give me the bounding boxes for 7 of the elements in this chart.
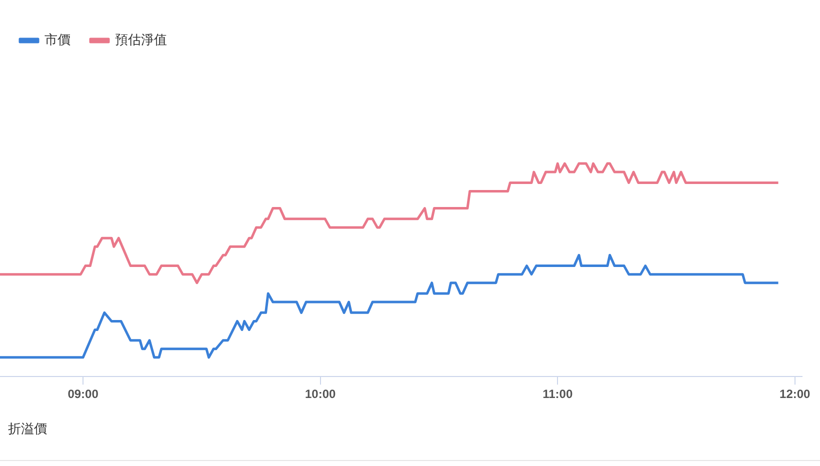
x-tick-label: 09:00	[68, 387, 99, 402]
legend-label: 市價	[44, 32, 70, 48]
x-tick-label: 12:00	[780, 387, 811, 402]
legend-label: 預估淨值	[115, 32, 167, 48]
text: 折溢價	[8, 421, 47, 438]
x-tick-label: 11:00	[542, 387, 573, 402]
x-tick-label: 10:00	[304, 387, 336, 402]
